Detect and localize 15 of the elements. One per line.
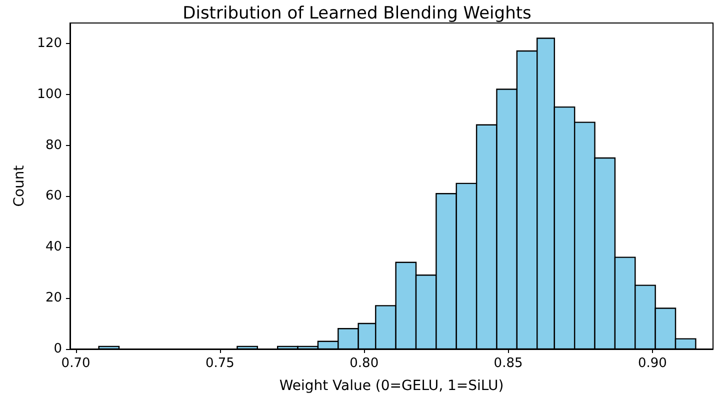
x-tick-label: 0.90 — [638, 356, 667, 371]
y-axis-title: Count — [11, 164, 28, 207]
y-tick-label: 100 — [37, 86, 62, 102]
y-tick-label: 60 — [45, 188, 62, 204]
x-tick-label: 0.70 — [61, 356, 90, 371]
y-tick-label: 0 — [54, 342, 62, 356]
y-tick-label: 40 — [45, 240, 62, 255]
x-tick-label: 0.75 — [205, 356, 234, 371]
chart-title: Distribution of Learned Blending Weights — [182, 4, 532, 24]
y-tick-label: 20 — [45, 290, 62, 306]
y-tick-label: 120 — [37, 36, 62, 51]
x-tick-label: 0.85 — [494, 356, 523, 371]
x-tick-label: 0.80 — [350, 356, 379, 371]
x-axis-title: Weight Value (0=GELU, 1=SiLU) — [279, 378, 504, 394]
y-tick-label: 80 — [45, 138, 62, 153]
